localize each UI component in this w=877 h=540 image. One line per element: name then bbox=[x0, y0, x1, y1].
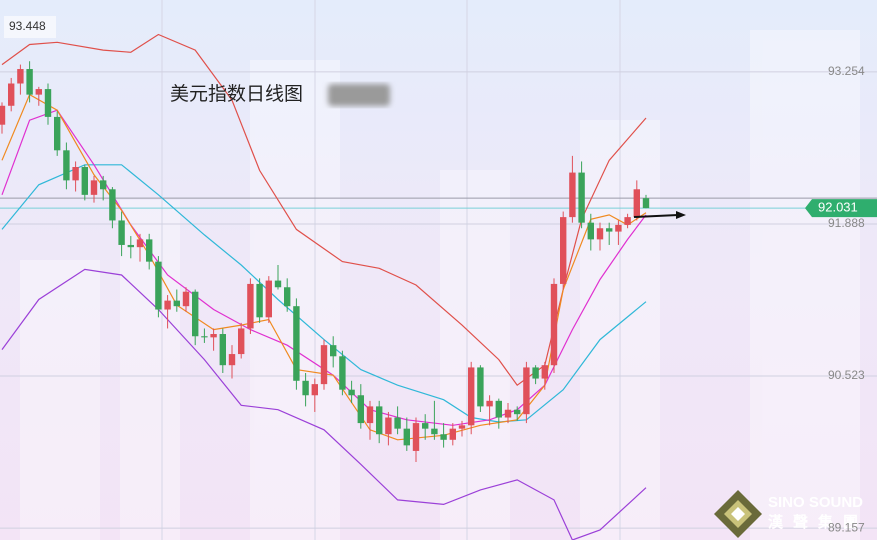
candle-body bbox=[587, 222, 594, 240]
vertical-grid bbox=[161, 0, 621, 540]
blurred-tag bbox=[328, 84, 390, 106]
candle-body bbox=[284, 287, 291, 307]
candle-body bbox=[366, 406, 374, 424]
candle-body bbox=[642, 198, 650, 209]
candle-body bbox=[164, 300, 171, 310]
candle-body bbox=[72, 167, 79, 181]
candle-body bbox=[136, 239, 144, 248]
candle-body bbox=[449, 428, 456, 440]
candle-body bbox=[100, 180, 107, 190]
candle-body bbox=[293, 306, 300, 381]
y-tick-label: 91.888 bbox=[828, 216, 865, 230]
candle-body bbox=[385, 417, 392, 435]
candle-body bbox=[624, 217, 631, 225]
candle-body bbox=[569, 172, 576, 218]
candle-body bbox=[192, 291, 199, 337]
candle-body bbox=[274, 280, 282, 288]
candle-body bbox=[210, 334, 217, 338]
candle-body bbox=[26, 69, 33, 95]
candle-body bbox=[560, 217, 567, 284]
candle-body bbox=[477, 367, 484, 407]
candle-body bbox=[440, 434, 447, 440]
candle-body bbox=[615, 224, 622, 232]
candle-body bbox=[109, 189, 116, 221]
candle-body bbox=[339, 356, 346, 390]
candle-body bbox=[238, 328, 245, 355]
chart-title: 美元指数日线图 bbox=[170, 83, 303, 105]
candle-body bbox=[458, 425, 466, 429]
candle-body bbox=[8, 83, 15, 106]
y-tick-label: 93.254 bbox=[828, 64, 865, 78]
candle-body bbox=[403, 428, 410, 446]
candle-body bbox=[35, 89, 42, 95]
candle-body bbox=[606, 228, 613, 232]
candle-body bbox=[228, 354, 236, 366]
candle-body bbox=[118, 220, 125, 245]
candle-body bbox=[256, 283, 263, 318]
y-tick-label: 89.157 bbox=[828, 520, 865, 534]
candle-body bbox=[330, 345, 337, 357]
candle-body bbox=[219, 334, 226, 366]
candle-body bbox=[182, 291, 190, 307]
candle-body bbox=[63, 150, 70, 181]
candle-body bbox=[81, 167, 88, 195]
candle-body bbox=[431, 428, 438, 435]
candle-body bbox=[596, 228, 604, 240]
y-tick-label: 90.523 bbox=[828, 368, 865, 382]
candle-body bbox=[127, 244, 134, 248]
logo bbox=[714, 490, 762, 538]
candle-body bbox=[155, 261, 162, 310]
candle-body bbox=[247, 283, 254, 329]
high-label: 93.448 bbox=[9, 19, 46, 33]
candle-body bbox=[90, 180, 98, 195]
candle-body bbox=[17, 69, 24, 84]
candle-body bbox=[422, 423, 429, 429]
candle-body bbox=[146, 239, 153, 262]
backdrop-buildings bbox=[20, 30, 860, 540]
candle-body bbox=[54, 116, 61, 151]
candle-body bbox=[311, 384, 318, 396]
arrow bbox=[633, 211, 686, 219]
candle-body bbox=[550, 283, 558, 366]
high-label-box bbox=[4, 16, 56, 38]
indicator-line bbox=[1, 268, 647, 540]
candle-body bbox=[302, 380, 309, 396]
candle-body bbox=[376, 406, 383, 435]
candle-body bbox=[633, 189, 640, 218]
candle-body bbox=[44, 89, 52, 117]
candle-body bbox=[486, 400, 493, 407]
candle-body bbox=[0, 105, 6, 125]
candle-body bbox=[348, 389, 355, 396]
last-price-label: 92.031 bbox=[818, 200, 858, 215]
watermark-cn: 漢聲集團 bbox=[768, 513, 868, 531]
candle-body bbox=[578, 172, 585, 223]
candle-body bbox=[173, 300, 180, 307]
last-price-box bbox=[805, 199, 877, 218]
candle-body bbox=[320, 345, 328, 385]
candle-body bbox=[532, 367, 539, 379]
candle-body bbox=[504, 409, 512, 418]
candle-body bbox=[201, 336, 208, 338]
candle-body bbox=[412, 423, 420, 451]
candle-body bbox=[523, 367, 530, 415]
candle-body bbox=[265, 280, 272, 318]
candle-body bbox=[495, 400, 502, 418]
candle-body bbox=[468, 367, 475, 426]
watermark: SINO SOUND bbox=[768, 494, 863, 511]
candle-body bbox=[514, 409, 521, 415]
candle-body bbox=[394, 417, 401, 429]
candle-body bbox=[357, 395, 364, 424]
candle-body bbox=[541, 365, 548, 379]
